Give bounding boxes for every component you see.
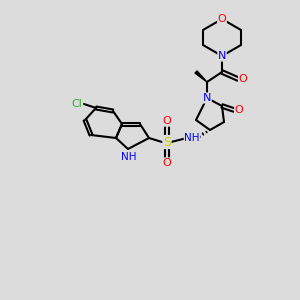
Text: S: S [163,136,171,148]
Text: NH: NH [184,133,200,143]
Polygon shape [195,71,207,82]
Text: O: O [163,158,171,168]
Text: O: O [238,74,247,84]
Text: O: O [235,105,243,115]
Text: N: N [218,51,226,61]
Text: O: O [218,14,226,24]
Text: NH: NH [121,152,137,162]
Text: Cl: Cl [72,99,83,109]
Text: N: N [203,93,211,103]
Text: O: O [163,116,171,126]
